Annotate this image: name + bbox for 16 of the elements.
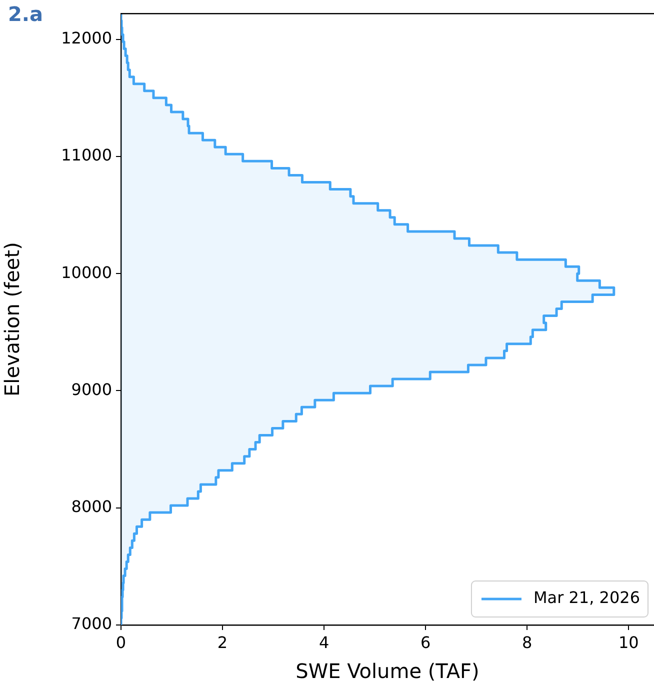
x-tick-label: 10 xyxy=(618,632,639,652)
y-tick-label: 11000 xyxy=(61,146,112,165)
text: 2.a xyxy=(8,2,44,26)
y-tick-label: 10000 xyxy=(61,262,112,282)
y-tick-label: 8000 xyxy=(71,497,112,516)
y-tick-label: 7000 xyxy=(71,614,112,634)
y-axis-title: Elevation (feet) xyxy=(0,242,24,396)
x-tick-label: 4 xyxy=(318,632,330,652)
legend-label: Mar 21, 2026 xyxy=(533,588,640,608)
y-tick-label: 9000 xyxy=(71,380,112,399)
x-tick-label: 0 xyxy=(116,632,126,652)
y-tick-label: 12000 xyxy=(61,28,112,48)
x-axis-title: SWE Volume (TAF) xyxy=(296,659,480,684)
x-tick-label: 6 xyxy=(420,632,431,652)
x-tick-label: 2 xyxy=(217,632,228,652)
x-tick-label: 8 xyxy=(522,632,532,652)
